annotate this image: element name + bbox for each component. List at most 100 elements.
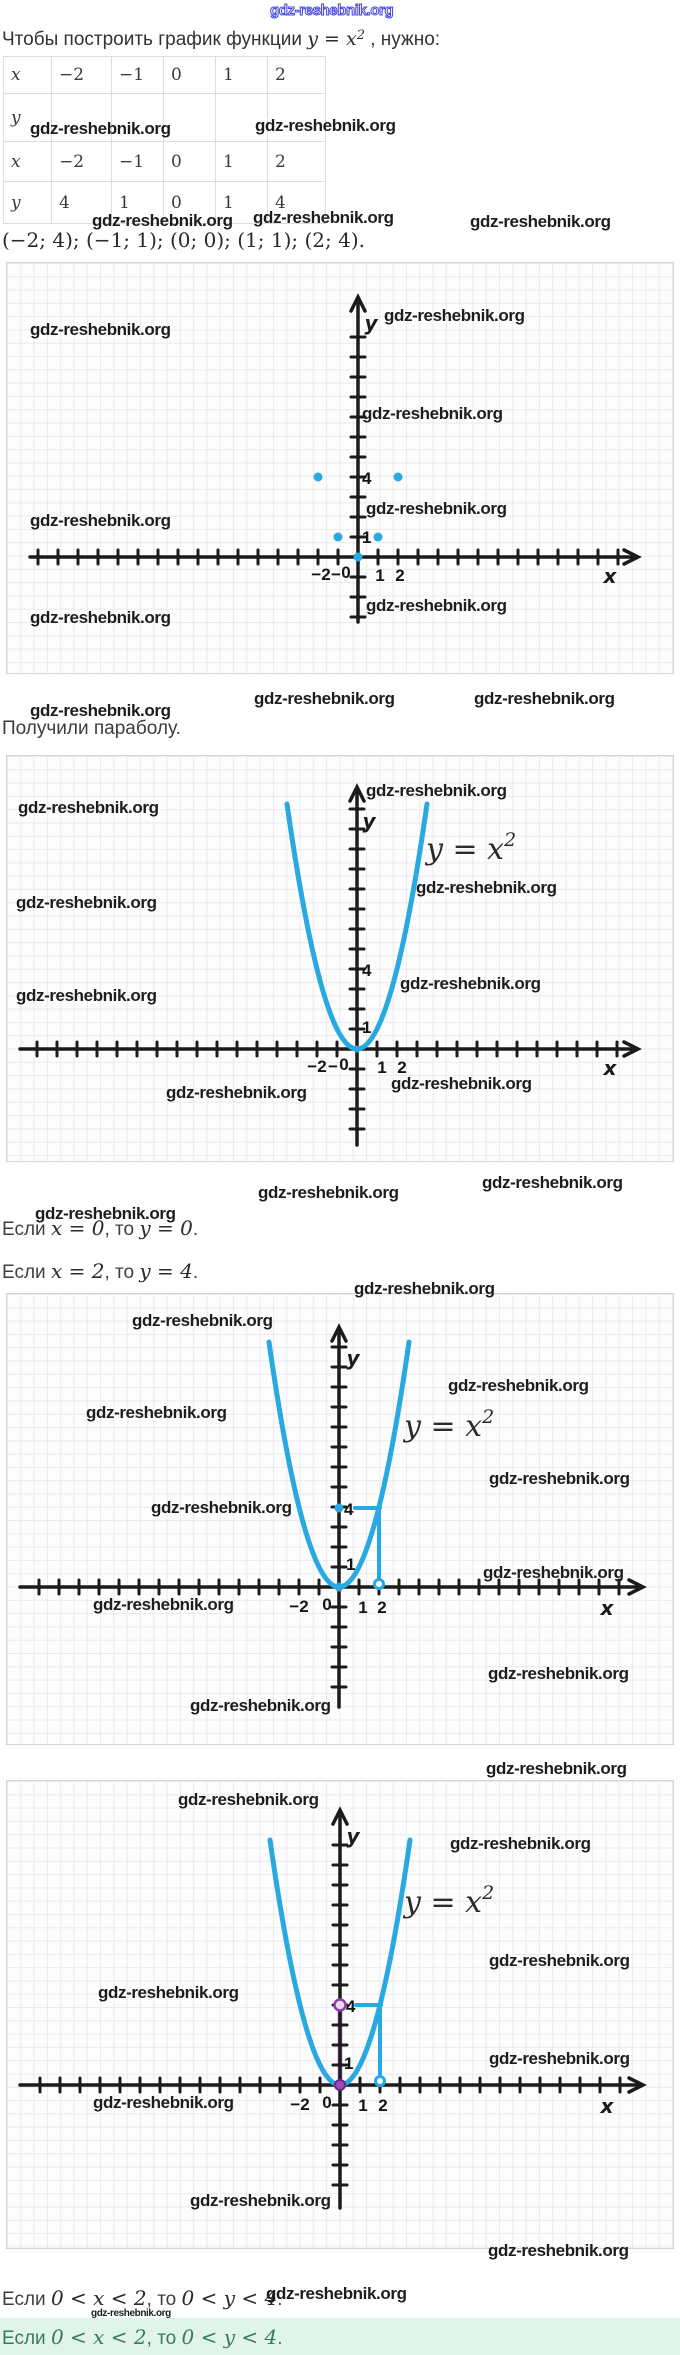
- line2-math2: y = 4: [139, 1259, 193, 1283]
- watermark: gdz-reshebnik.org: [178, 1790, 319, 1809]
- answer-highlight-band: [0, 2318, 680, 2355]
- line1-mid: , то: [104, 1219, 140, 1240]
- graph-box-1: [6, 262, 674, 674]
- data-point: [353, 552, 363, 562]
- watermark: gdz-reshebnik.org: [253, 208, 394, 227]
- line4-math1: 0 < x < 2: [50, 2325, 147, 2349]
- table-cell: −2: [51, 56, 112, 94]
- watermark: gdz-reshebnik.org: [488, 2241, 629, 2260]
- line2-mid: , то: [104, 1262, 140, 1283]
- watermark: gdz-reshebnik.org: [269, 2, 394, 20]
- watermark: gdz-reshebnik.org: [258, 1183, 399, 1202]
- axis-label: y: [362, 809, 376, 833]
- tick-label: 1: [344, 2054, 353, 2073]
- watermark: gdz-reshebnik.org: [255, 116, 396, 135]
- watermark: gdz-reshebnik.org: [16, 986, 157, 1005]
- watermark: gdz-reshebnik.org: [366, 596, 507, 615]
- watermark: gdz-reshebnik.org: [98, 1983, 239, 2002]
- table-cell: 2: [267, 56, 326, 94]
- watermark: gdz-reshebnik.org: [254, 689, 395, 708]
- axis-label: y: [346, 1346, 360, 1370]
- watermark: gdz-reshebnik.org: [30, 608, 171, 627]
- line2-post: .: [192, 1262, 199, 1283]
- table-row: x −2 −1 0 1 2: [3, 141, 326, 182]
- line1-post: .: [192, 1219, 199, 1240]
- data-point: [334, 2079, 346, 2091]
- table-cell: x: [3, 56, 52, 94]
- points-list: (−2; 4); (−1; 1); (0; 0); (1; 1); (2; 4)…: [2, 228, 366, 252]
- open-point: [333, 1998, 347, 2012]
- data-point: [353, 1045, 361, 1053]
- axis-label: y: [364, 311, 378, 335]
- line1-math2: y = 0: [139, 1216, 193, 1240]
- tick-label: −: [328, 1057, 338, 1076]
- watermark: gdz-reshebnik.org: [489, 2049, 630, 2068]
- table-row: y: [3, 93, 326, 142]
- axis-label: y: [346, 1824, 360, 1848]
- title-math: y = x: [307, 28, 357, 50]
- data-point: [334, 1503, 344, 1513]
- open-point: [374, 2075, 386, 2087]
- watermark: gdz-reshebnik.org: [166, 1083, 307, 1102]
- line4-post: .: [277, 2328, 283, 2349]
- table-cell: 1: [111, 181, 164, 224]
- tick-label: 4: [346, 1997, 356, 2016]
- conclusion-line-1: Если x = 0, то y = 0.: [2, 1216, 198, 1241]
- table-cell: x: [3, 141, 52, 182]
- axis-label: x: [603, 564, 618, 588]
- watermark: gdz-reshebnik.org: [151, 1498, 292, 1517]
- tick-label: 1: [362, 528, 371, 547]
- tick-label: 2: [395, 566, 404, 585]
- watermark: gdz-reshebnik.org: [416, 878, 557, 897]
- watermark: gdz-reshebnik.org: [482, 1173, 623, 1192]
- watermark: gdz-reshebnik.org: [91, 2308, 171, 2319]
- parabola-note: Получили параболу.: [2, 718, 181, 739]
- tick-label: 0: [339, 1055, 348, 1074]
- watermark: gdz-reshebnik.org: [474, 689, 615, 708]
- tick-label: −2: [289, 1597, 308, 1616]
- table-cell: 4: [267, 181, 326, 224]
- watermark: gdz-reshebnik.org: [35, 1204, 176, 1223]
- table-cell: 1: [215, 56, 268, 94]
- tick-label: 4: [362, 469, 372, 488]
- watermark: gdz-reshebnik.org: [486, 1759, 627, 1778]
- watermark: gdz-reshebnik.org: [366, 781, 507, 800]
- watermark: gdz-reshebnik.org: [366, 499, 507, 518]
- tick-label: 1: [358, 1598, 367, 1617]
- watermark: gdz-reshebnik.org: [190, 2191, 331, 2210]
- data-point: [334, 1582, 344, 1592]
- data-point: [373, 532, 383, 542]
- watermark: gdz-reshebnik.org: [450, 1834, 591, 1853]
- watermark: gdz-reshebnik.org: [362, 404, 503, 423]
- watermark: gdz-reshebnik.org: [93, 1595, 234, 1614]
- line4-math2: 0 < y < 4: [181, 2325, 278, 2349]
- axis-label: x: [600, 1596, 615, 1620]
- watermark: gdz-reshebnik.org: [30, 701, 171, 720]
- data-point: [313, 472, 323, 482]
- line3-math2: 0 < y < 4: [181, 2286, 278, 2310]
- line3-mid: , то: [146, 2289, 182, 2310]
- tick-label: 4: [344, 1500, 354, 1519]
- line3-post: .: [277, 2289, 283, 2310]
- tick-label: 2: [377, 1598, 386, 1617]
- watermark: gdz-reshebnik.org: [391, 1074, 532, 1093]
- tick-label: 1: [377, 1058, 386, 1077]
- table-cell: −1: [111, 141, 164, 182]
- conclusion-line-2: Если x = 2, то y = 4.: [2, 1259, 198, 1284]
- watermark: gdz-reshebnik.org: [93, 2093, 234, 2112]
- watermark: gdz-reshebnik.org: [448, 1376, 589, 1395]
- table-row: x −2 −1 0 1 2: [3, 56, 326, 94]
- watermark: gdz-reshebnik.org: [400, 974, 541, 993]
- tick-label: 0: [322, 1595, 331, 1614]
- watermark: gdz-reshebnik.org: [30, 511, 171, 530]
- title-text-pre: Чтобы построить график функции: [2, 29, 308, 50]
- values-table: x −2 −1 0 1 2 y x −2 −1 0 1 2 y 4 1 0 1 4: [3, 56, 326, 224]
- graph-box-2: [6, 755, 674, 1162]
- title-text-post: , нужно:: [364, 29, 441, 50]
- watermark: gdz-reshebnik.org: [488, 1664, 629, 1683]
- table-cell: 0: [163, 141, 216, 182]
- table-cell: [163, 93, 216, 142]
